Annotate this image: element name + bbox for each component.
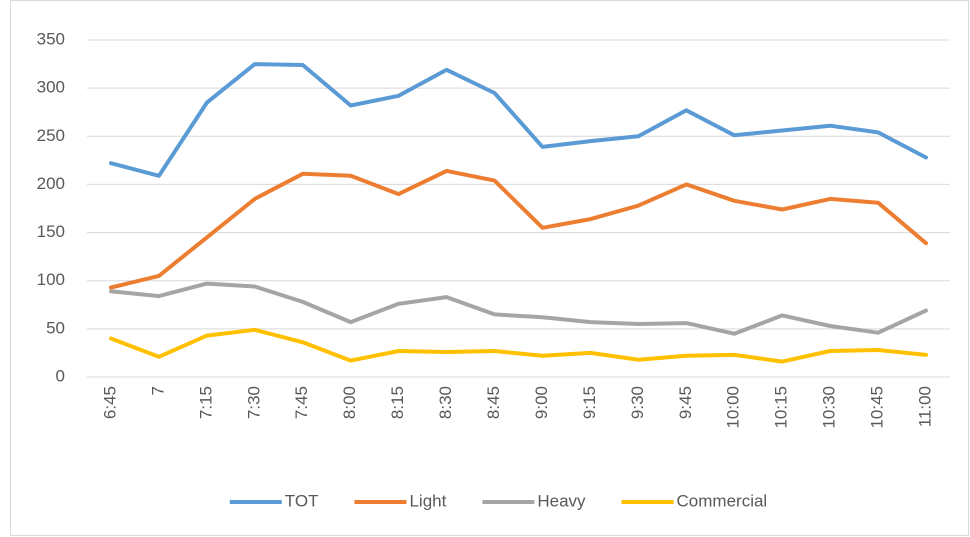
x-tick-label: 7:45	[292, 386, 311, 419]
y-tick-label: 300	[37, 78, 65, 97]
x-tick-label: 7:30	[244, 386, 263, 419]
x-tick-label: 8:45	[484, 386, 503, 419]
x-tick-label: 7	[148, 386, 167, 395]
series-line	[109, 168, 928, 290]
x-tick-label: 10:15	[772, 386, 791, 429]
x-tick-label: 9:45	[676, 386, 695, 419]
series-line	[109, 327, 928, 364]
x-tick-label: 8:15	[388, 386, 407, 419]
y-tick-label: 0	[56, 366, 65, 385]
x-tick-label: 11:00	[916, 386, 935, 427]
series-line	[109, 62, 928, 178]
x-tick-label: 7:15	[196, 386, 215, 419]
y-tick-label: 100	[37, 270, 65, 289]
y-tick-label: 200	[37, 174, 65, 193]
x-tick-label: 10:45	[868, 386, 887, 429]
x-tick-label: 9:15	[580, 386, 599, 419]
legend-label: Light	[409, 491, 446, 510]
chart-border	[10, 0, 969, 536]
legend-label: TOT	[285, 491, 319, 510]
y-tick-label: 50	[46, 318, 65, 337]
x-tick-label: 8:30	[436, 386, 455, 419]
x-tick-label: 8:00	[340, 386, 359, 419]
y-tick-label: 350	[37, 29, 65, 48]
legend-label: Heavy	[537, 491, 586, 510]
series-line	[109, 281, 928, 336]
x-tick-label: 10:00	[724, 386, 743, 429]
x-tick-label: 9:00	[532, 386, 551, 419]
legend-label: Commercial	[677, 491, 768, 510]
y-tick-label: 250	[37, 126, 65, 145]
legend: TOT Light Heavy Commercial	[229, 491, 768, 510]
x-tick-label: 10:30	[820, 386, 839, 429]
x-tick-label: 9:30	[628, 386, 647, 419]
x-tick-label: 6:45	[100, 386, 119, 419]
y-tick-label: 150	[37, 222, 65, 241]
